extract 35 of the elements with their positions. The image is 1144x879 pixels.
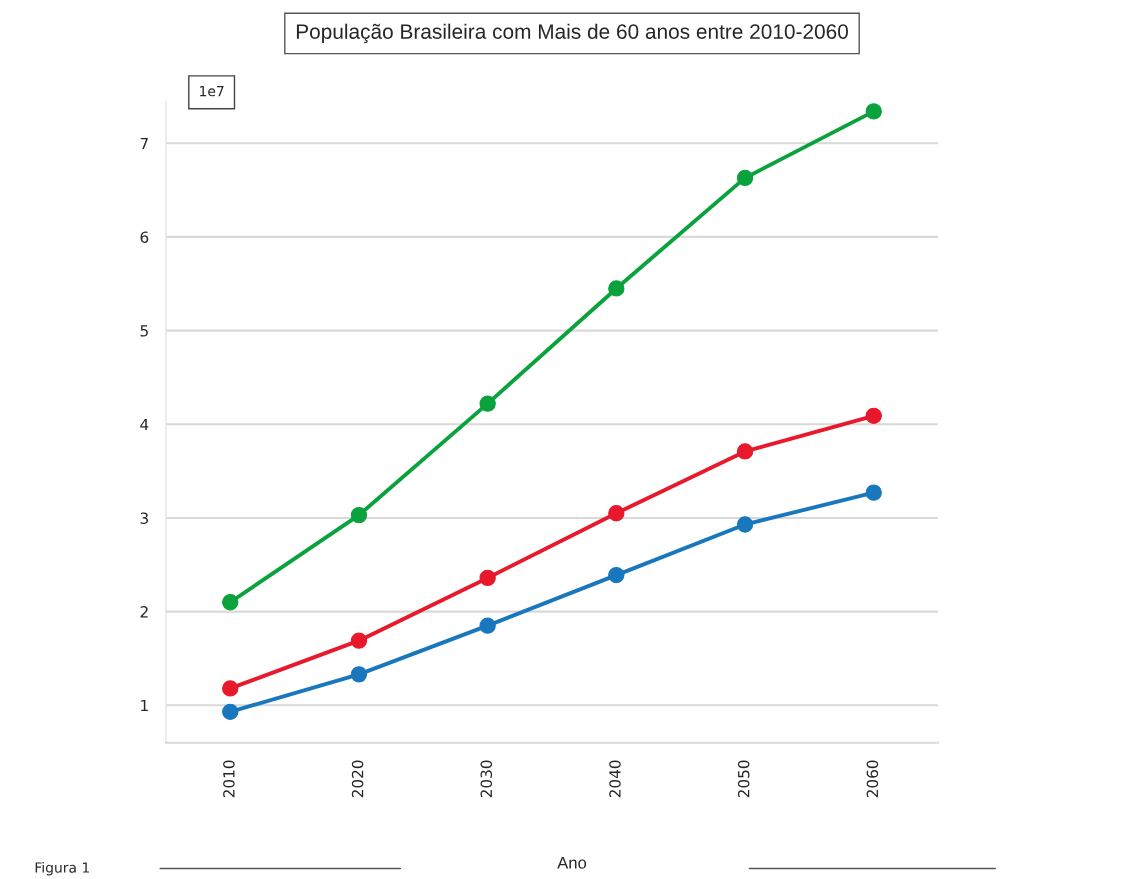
text: 1e7 <box>200 86 224 97</box>
x-tick-label: 2040 <box>609 760 621 798</box>
x-tick-label: 2060 <box>866 760 879 798</box>
x-tick-label: 2030 <box>480 760 493 798</box>
y-tick-label: 1 <box>141 699 148 712</box>
point <box>222 594 239 611</box>
point <box>865 484 882 501</box>
point <box>736 169 754 187</box>
point <box>865 103 882 120</box>
point <box>736 516 754 533</box>
point <box>350 506 368 524</box>
text: Figura 1 <box>35 862 89 876</box>
point <box>479 617 496 634</box>
x-tick-label: 2010 <box>223 760 235 798</box>
point <box>608 505 625 522</box>
y-tick-label: 7 <box>140 137 148 150</box>
point <box>608 280 625 297</box>
point <box>865 407 882 424</box>
point <box>736 443 754 460</box>
y-tick-label: 6 <box>140 231 149 243</box>
point <box>479 395 496 412</box>
x-tick-label: 2020 <box>351 760 364 798</box>
y-tick-label: 5 <box>140 325 148 337</box>
point <box>222 680 239 697</box>
chart-title: População Brasileira com Mais de 60 anos entre 2010-2060 <box>296 23 848 44</box>
y-tick-label: 4 <box>140 418 149 431</box>
point <box>350 632 368 649</box>
y-tick-label: 2 <box>140 606 148 618</box>
x-tick-label: 2050 <box>737 760 750 798</box>
point <box>608 566 625 584</box>
point <box>222 703 239 720</box>
x-axis-title: Ano <box>557 857 587 869</box>
y-tick-label: 3 <box>140 512 148 524</box>
point <box>479 569 496 587</box>
point <box>350 666 368 683</box>
